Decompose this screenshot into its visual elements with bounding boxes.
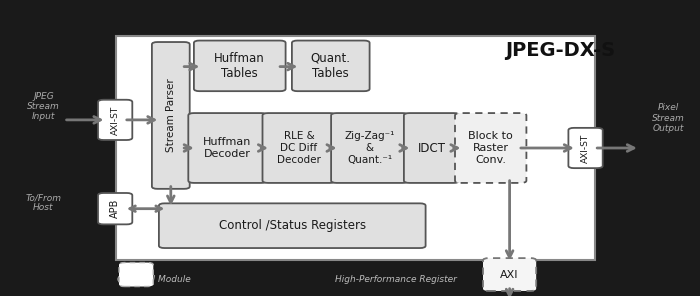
Text: IDCT: IDCT <box>417 141 445 155</box>
FancyBboxPatch shape <box>483 258 536 291</box>
Text: AXI-ST: AXI-ST <box>581 133 590 163</box>
Text: Block to
Raster
Conv.: Block to Raster Conv. <box>468 131 513 165</box>
Text: JPEG
Stream
Input: JPEG Stream Input <box>27 92 60 121</box>
Text: JPEG-DX-S: JPEG-DX-S <box>505 41 615 60</box>
FancyBboxPatch shape <box>188 113 267 183</box>
Text: AXI-ST: AXI-ST <box>111 105 120 134</box>
FancyBboxPatch shape <box>262 113 335 183</box>
Text: Pixel
Stream
Output: Pixel Stream Output <box>652 104 685 133</box>
Bar <box>116 36 595 260</box>
Text: Zig-Zag⁻¹
&
Quant.⁻¹: Zig-Zag⁻¹ & Quant.⁻¹ <box>344 131 395 165</box>
FancyBboxPatch shape <box>98 193 132 224</box>
FancyBboxPatch shape <box>159 203 426 248</box>
FancyBboxPatch shape <box>119 263 153 287</box>
FancyBboxPatch shape <box>152 42 190 189</box>
Text: Quant.
Tables: Quant. Tables <box>311 52 351 80</box>
Text: APB: APB <box>110 199 120 218</box>
Text: RLE &
DC Diff
Decoder: RLE & DC Diff Decoder <box>277 131 321 165</box>
FancyBboxPatch shape <box>194 41 286 91</box>
FancyBboxPatch shape <box>98 100 132 140</box>
Text: AXI: AXI <box>500 270 519 279</box>
Text: Optional Module: Optional Module <box>117 275 191 284</box>
FancyBboxPatch shape <box>455 113 526 183</box>
Text: Control /Status Registers: Control /Status Registers <box>218 219 366 232</box>
FancyBboxPatch shape <box>292 41 370 91</box>
Text: Stream Parser: Stream Parser <box>166 78 176 152</box>
Text: To/From
Host: To/From Host <box>25 193 62 213</box>
Text: High-Performance Register: High-Performance Register <box>335 275 456 284</box>
Text: Huffman
Tables: Huffman Tables <box>214 52 265 80</box>
FancyBboxPatch shape <box>404 113 459 183</box>
Text: Huffman
Decoder: Huffman Decoder <box>203 137 252 159</box>
FancyBboxPatch shape <box>331 113 408 183</box>
FancyBboxPatch shape <box>568 128 603 168</box>
